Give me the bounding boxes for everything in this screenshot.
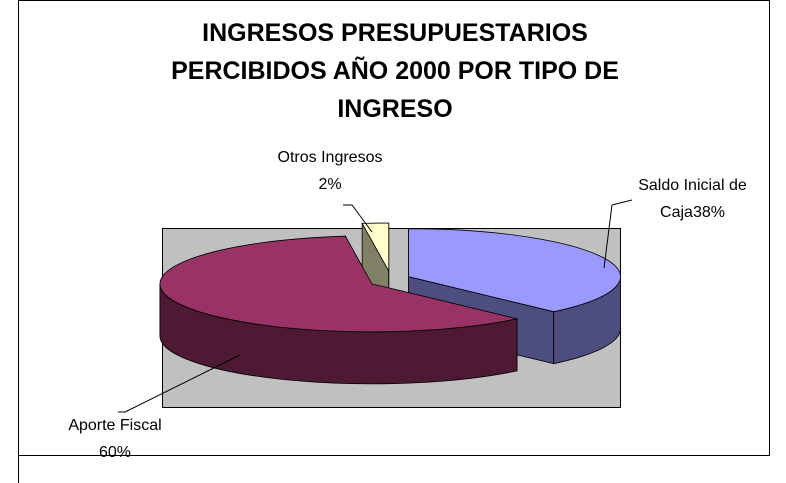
category-label: Aporte Fiscal — [68, 417, 162, 434]
pie — [159, 221, 621, 385]
value-label: 2% — [318, 176, 342, 193]
slice — [361, 222, 390, 273]
slice — [159, 235, 518, 333]
slice-label: Otros Ingresos 2% — [240, 144, 420, 198]
chart-title: INGRESOS PRESUPUESTARIOS PERCIBIDOS AÑO … — [171, 19, 619, 123]
value-label: 60% — [98, 444, 132, 461]
slice-label: Saldo Inicial de Caja38% — [630, 172, 755, 226]
value-label: 38% — [692, 204, 725, 221]
leader-line — [343, 204, 373, 233]
slice — [408, 228, 621, 313]
category-label: Saldo Inicial de Caja — [638, 177, 747, 221]
slice-label: Aporte Fiscal 60% — [30, 412, 200, 466]
leader-line — [603, 204, 613, 269]
leader-line — [118, 354, 241, 413]
leader-line — [611, 199, 633, 206]
category-label: Otros Ingresos — [277, 149, 383, 166]
slice-tops — [159, 222, 621, 333]
